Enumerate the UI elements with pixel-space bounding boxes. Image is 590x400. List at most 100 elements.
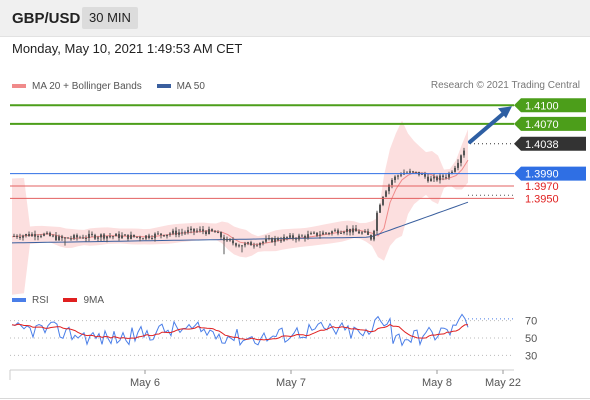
candle-body — [169, 233, 171, 235]
projection-arrow-head — [498, 106, 512, 119]
candle-body — [67, 237, 69, 239]
candle-body — [127, 234, 129, 239]
candle-body — [58, 236, 60, 241]
x-tick-label: May 7 — [276, 377, 306, 389]
candle-body — [268, 238, 270, 239]
rsi-tick-label: 30 — [525, 350, 537, 362]
candle-body — [427, 176, 429, 182]
candle-body — [400, 174, 402, 176]
symbol-title: GBP/USD — [12, 10, 81, 27]
bollinger-band-area — [12, 120, 468, 295]
candle-body — [202, 229, 204, 232]
candle-body — [124, 234, 126, 236]
header-bar: GBP/USD 30 MIN — [0, 0, 590, 37]
candle-body — [340, 232, 342, 234]
candle-body — [205, 231, 207, 234]
legend-label-ma50: MA 50 — [176, 80, 205, 92]
candle-body — [13, 235, 15, 237]
level-label: 1.3990 — [525, 169, 559, 181]
main-legend: MA 20 + Bollinger Bands MA 50 — [12, 80, 217, 92]
candle-body — [316, 232, 318, 236]
candle-body — [64, 237, 66, 239]
candle-body — [163, 235, 165, 237]
candle-body — [22, 235, 24, 238]
candle-body — [136, 236, 138, 238]
candle-body — [16, 235, 18, 237]
candle-body — [421, 173, 423, 175]
candle-body — [211, 229, 213, 232]
level-tag-shape — [514, 166, 586, 181]
candle-body — [445, 177, 447, 179]
candle-body — [277, 238, 279, 241]
candle-body — [352, 228, 354, 233]
candle-body — [145, 235, 147, 239]
candle-body — [229, 238, 231, 241]
legend-item-ma20: MA 20 + Bollinger Bands — [12, 81, 142, 92]
candle-body — [451, 171, 453, 173]
candle-body — [328, 233, 330, 234]
candle-body — [355, 228, 357, 232]
legend-item-9ma: 9MA — [63, 295, 104, 306]
candle-body — [61, 236, 63, 239]
candle-body — [79, 237, 81, 239]
candle-body — [223, 237, 225, 241]
candle-body — [442, 175, 444, 178]
candle-body — [280, 240, 282, 242]
candle-body — [256, 245, 258, 247]
candle-body — [415, 171, 417, 173]
candle-body — [265, 238, 267, 242]
candle-body — [187, 230, 189, 233]
candle-body — [460, 155, 462, 163]
x-axis: May 6 May 7 May 8 May 22 — [9, 369, 521, 389]
candle-body — [43, 233, 45, 236]
legend-swatch-rsi — [12, 298, 26, 302]
legend-swatch-9ma — [63, 298, 78, 302]
candle-body — [106, 236, 108, 239]
candle-body — [250, 242, 252, 246]
candle-body — [175, 230, 177, 235]
ma50-line — [11, 201, 469, 244]
candle-body — [346, 228, 348, 232]
candle-body — [148, 235, 150, 238]
candle-body — [337, 230, 339, 234]
level-tag-shape — [514, 136, 586, 151]
candle-body — [322, 232, 324, 235]
candle-body — [196, 230, 198, 232]
candle-body — [241, 245, 243, 247]
candle-body — [94, 234, 96, 239]
level-label: 1.4070 — [525, 119, 559, 131]
candle-body — [448, 173, 450, 178]
legend-label-rsi: RSI — [32, 294, 49, 306]
candle-body — [385, 191, 387, 197]
candle-body — [382, 196, 384, 205]
candle-body — [361, 232, 363, 234]
candle-body — [334, 230, 336, 232]
candle-body — [100, 234, 102, 238]
rsi-legend: RSI 9MA — [12, 294, 116, 306]
rsi-tick-label: 50 — [525, 333, 537, 345]
candle-body — [271, 238, 273, 243]
timeframe-badge[interactable]: 30 MIN — [82, 7, 138, 29]
x-tick-label: May 22 — [485, 377, 521, 389]
candle-body — [208, 229, 210, 234]
candle-body — [88, 233, 90, 238]
level-tag-1-4038: 1.4038 — [514, 136, 586, 151]
candle-body — [157, 233, 159, 235]
candle-body — [76, 235, 78, 238]
candle-body — [409, 171, 411, 173]
candle-body — [457, 162, 459, 168]
candle-body — [97, 237, 99, 239]
level-label: 1.4038 — [525, 139, 559, 151]
candle-body — [430, 178, 432, 182]
candle-body — [304, 236, 306, 239]
level-label: 1.3970 — [525, 181, 559, 193]
candle-body — [412, 171, 414, 173]
level-tag-1-3950: 1.3950 — [525, 193, 559, 205]
candle-body — [139, 236, 141, 239]
candle-body — [151, 238, 153, 239]
candle-body — [379, 204, 381, 213]
candle-body — [286, 236, 288, 238]
candle-body — [310, 233, 312, 235]
candle-body — [172, 230, 174, 234]
